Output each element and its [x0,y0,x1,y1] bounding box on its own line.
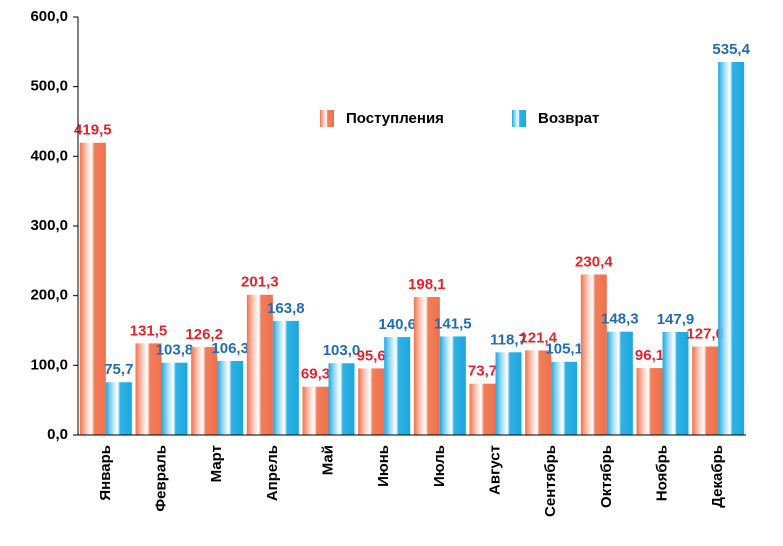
value-label: 535,4 [712,41,750,58]
bar [217,360,244,435]
bar [469,383,496,435]
legend-swatch [320,110,334,127]
bar [384,337,411,435]
bar [718,62,745,435]
value-label: 140,6 [378,316,416,333]
bar [161,362,188,435]
value-label: 127,0 [686,325,724,342]
value-label: 141,5 [434,315,472,332]
value-label: 201,3 [241,274,279,291]
value-label: 121,4 [519,329,557,346]
value-label: 198,1 [408,276,446,293]
value-label: 118,7 [490,331,527,348]
y-tick-label: 500,0 [30,78,68,95]
bar [662,331,689,435]
x-tick-label: Сентябрь [542,445,559,517]
value-label: 95,6 [357,347,386,364]
x-tick-label: Июнь [375,445,392,487]
x-tick-label: Октябрь [598,445,615,508]
legend-swatch [512,110,526,127]
value-label: 230,4 [575,253,613,270]
y-tick-label: 0,0 [47,426,68,443]
value-label: 96,1 [635,347,664,364]
value-label: 148,3 [601,311,639,328]
bar [495,352,522,435]
value-label: 75,7 [104,361,133,378]
bar [328,363,355,435]
bar [302,386,329,435]
value-label: 105,1 [545,341,583,358]
value-label: 126,2 [185,326,223,343]
x-tick-label: Май [319,445,336,475]
x-tick-label: Апрель [264,445,281,501]
x-tick-label: Август [486,445,503,495]
bar [191,347,218,435]
value-label: 106,3 [211,340,249,357]
legend-label: Поступления [346,110,444,127]
bar [551,361,578,435]
bar [439,336,466,435]
bar [580,274,607,435]
x-tick-label: Ноябрь [653,445,670,501]
bar [606,331,633,435]
bar [358,368,385,435]
value-label: 131,5 [130,322,168,339]
y-tick-label: 400,0 [30,147,68,164]
value-label: 69,3 [301,366,330,383]
x-tick-label: Январь [97,445,114,501]
value-label: 419,5 [74,122,112,139]
y-tick-label: 200,0 [30,287,68,304]
bar [135,343,162,435]
x-tick-label: Июль [431,445,448,487]
bar [692,346,719,435]
value-label: 73,7 [468,363,497,380]
y-tick-label: 600,0 [30,8,68,25]
bar [105,382,132,435]
bar [246,294,273,435]
x-tick-label: Декабрь [709,445,726,508]
value-label: 103,0 [323,342,361,359]
value-label: 147,9 [657,311,695,328]
x-tick-label: Март [208,445,225,482]
bar [525,350,552,435]
y-tick-label: 100,0 [30,356,68,373]
bar [79,142,106,435]
bar [413,296,440,435]
bar [272,320,299,435]
bar [636,368,663,435]
y-tick-label: 300,0 [30,217,68,234]
legend-label: Возврат [538,110,599,127]
x-tick-label: Февраль [152,445,169,512]
value-label: 103,8 [156,342,194,359]
value-label: 163,8 [267,300,305,317]
